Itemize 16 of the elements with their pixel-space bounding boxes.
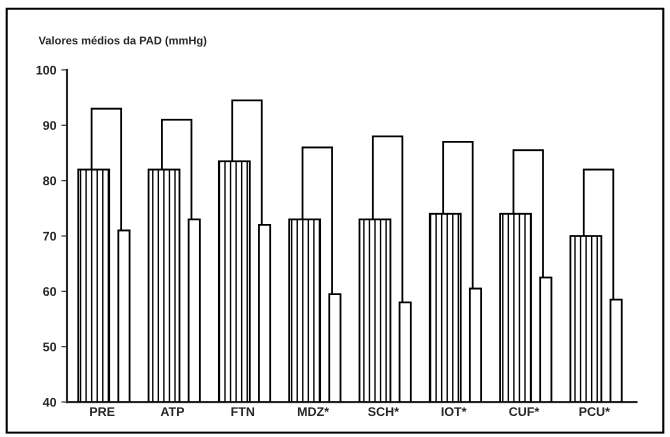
y-axis-title: Valores médios da PAD (mmHg): [38, 36, 206, 47]
y-tick-label: 40: [42, 398, 56, 407]
y-tick-label: 70: [43, 232, 56, 241]
x-tick-label: PCU*: [580, 407, 610, 416]
x-tick-label: FTN: [231, 407, 254, 416]
x-tick-label: CUF*: [509, 407, 540, 416]
x-tick-label: IOT*: [442, 407, 467, 416]
y-tick-label: 90: [43, 121, 56, 130]
x-tick-label: SCH*: [368, 407, 400, 416]
x-tick-label: ATP: [160, 407, 184, 416]
x-tick-label: PRE: [90, 407, 115, 416]
y-tick-label: 80: [43, 176, 56, 186]
y-tick-label: 100: [36, 66, 56, 75]
x-tick-label: MDZ*: [298, 407, 330, 416]
y-tick-label: 50: [43, 342, 56, 352]
y-tick-label: 60: [43, 287, 56, 296]
